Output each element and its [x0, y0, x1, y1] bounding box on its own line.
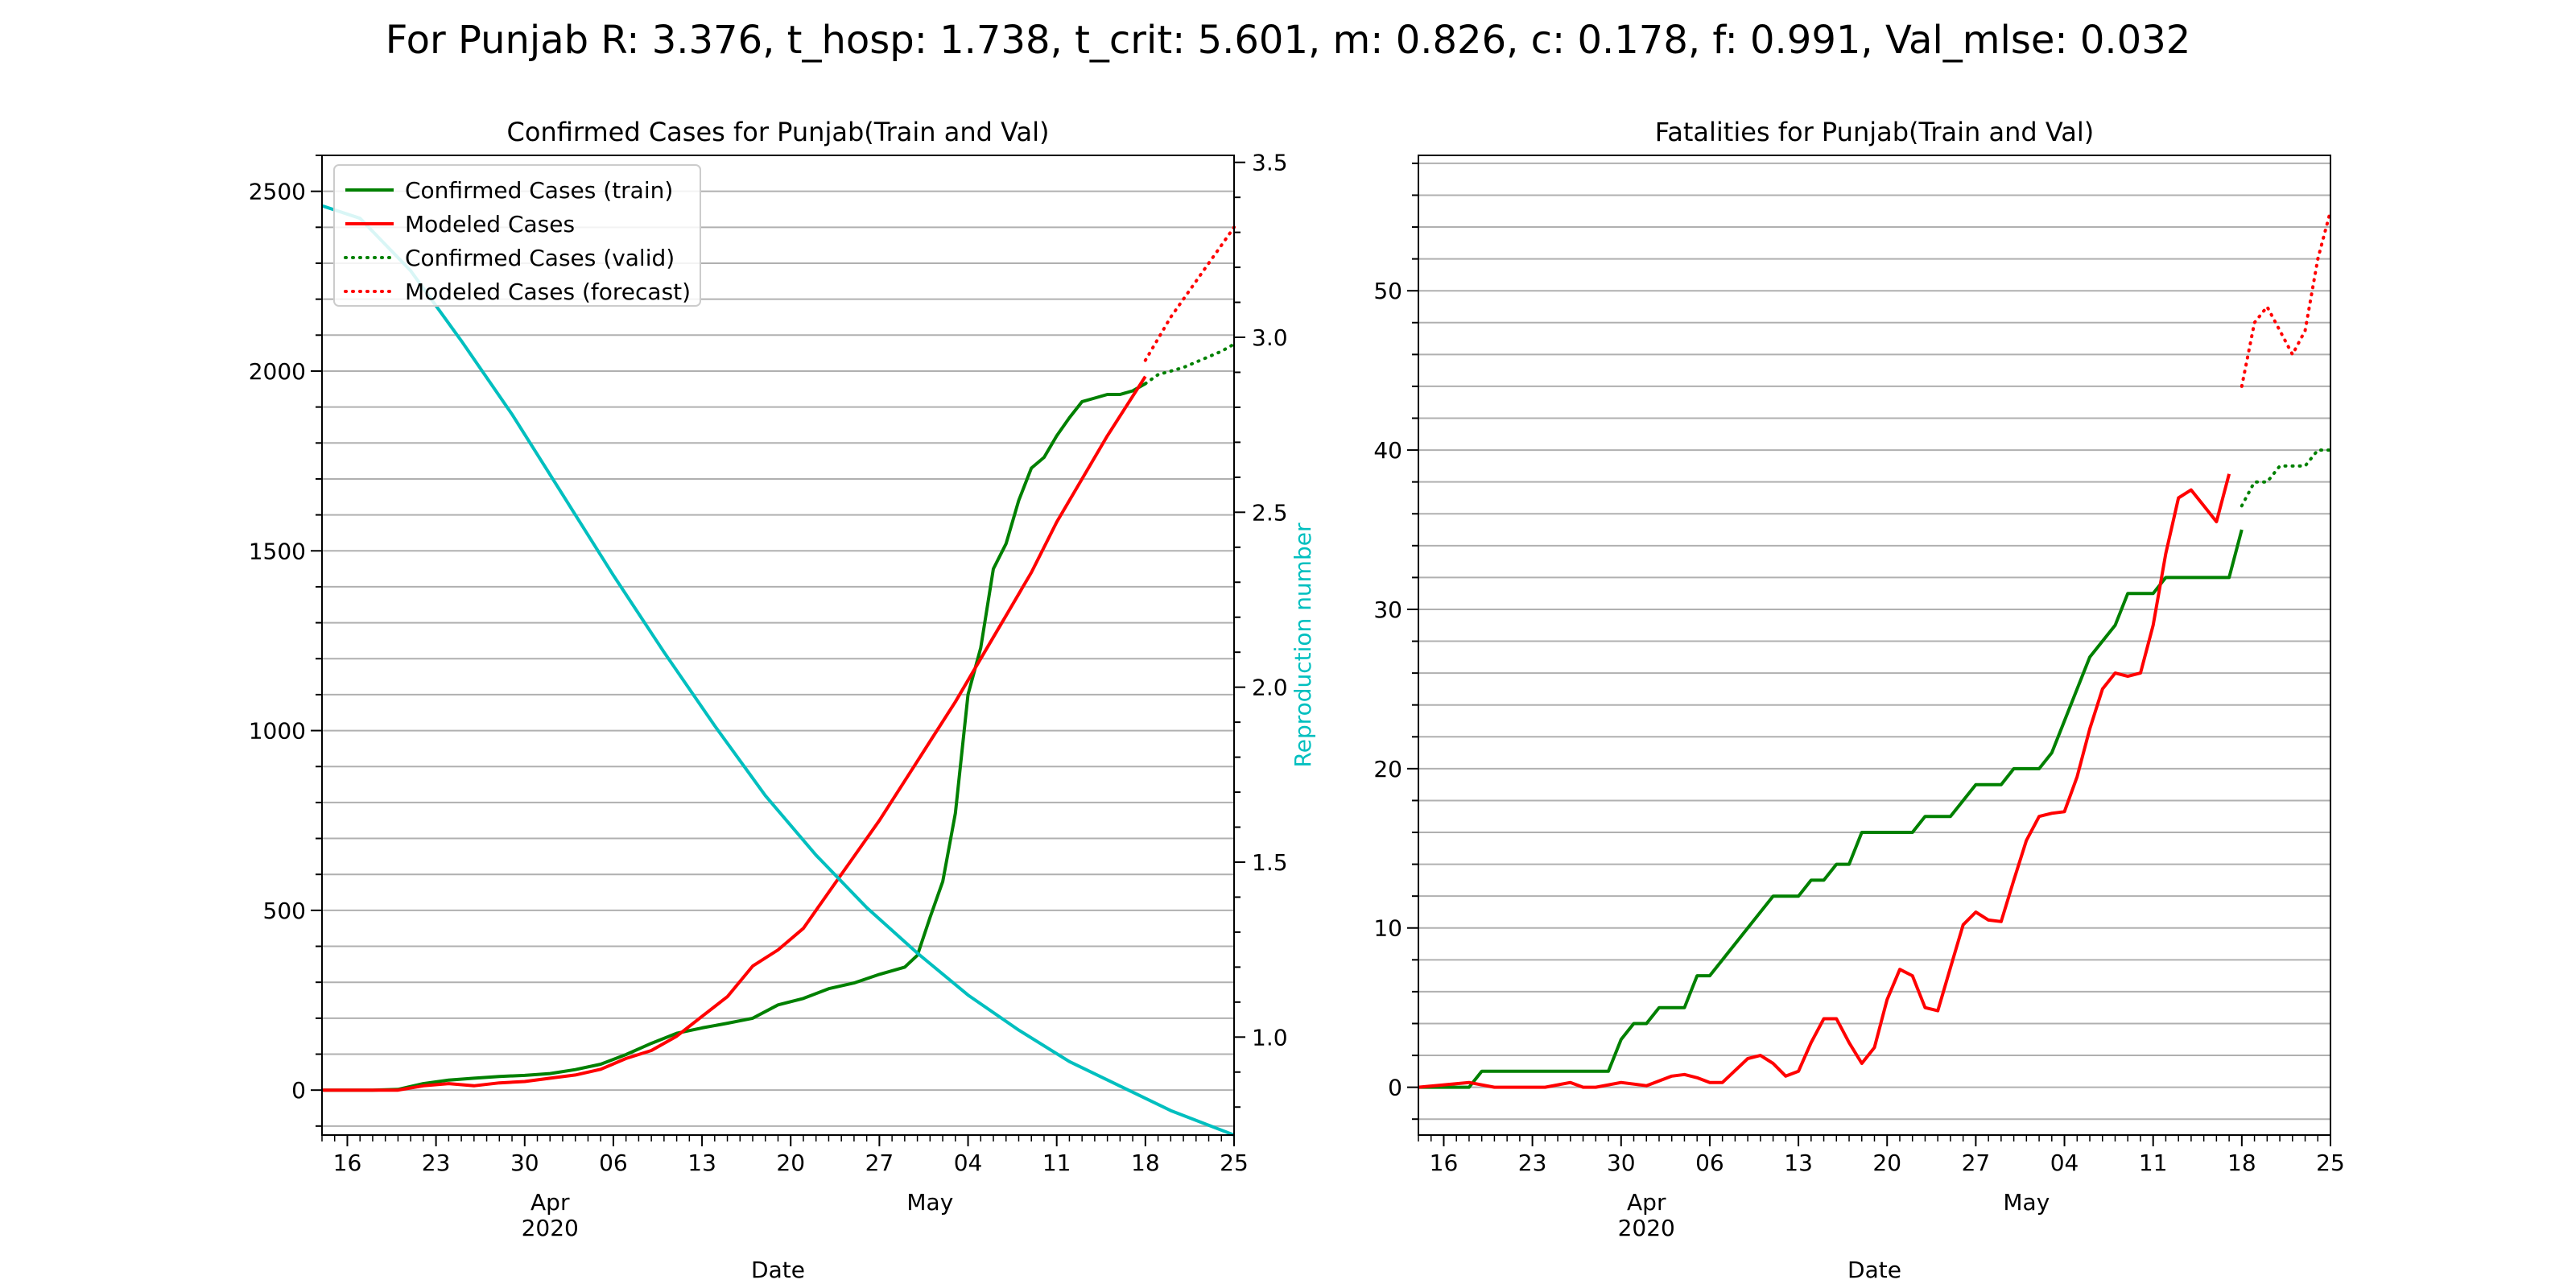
x-tick-label: 20 [1872, 1150, 1901, 1176]
x-tick-label: 06 [599, 1150, 628, 1176]
confirmed-cases-x-axis-label: Date [751, 1257, 805, 1283]
series-line-confirmed-cases-valid [1143, 342, 1236, 386]
y-tick-label: 2000 [249, 358, 306, 385]
x-tick-label: 25 [1220, 1150, 1249, 1176]
y2-tick-label: 2.5 [1252, 499, 1288, 526]
x-tick-label: 27 [865, 1150, 894, 1176]
x-tick-label: 20 [776, 1150, 805, 1176]
legend-label: Confirmed Cases (train) [405, 177, 673, 204]
confirmed-cases-legend: Confirmed Cases (train) Modeled Cases Conf… [333, 164, 701, 307]
y-tick-label: 500 [263, 898, 306, 924]
x-tick-label: 25 [2316, 1150, 2345, 1176]
x-tick-label: 16 [333, 1150, 362, 1176]
x-tick-label: 30 [1607, 1150, 1636, 1176]
series-line-modeled-cases-forecast [2240, 209, 2332, 388]
series-line-reproduction-number [321, 204, 1235, 1137]
y-tick-label: 10 [1373, 915, 1402, 942]
y-tick-label: 1000 [249, 718, 306, 745]
y-tick-label: 20 [1373, 756, 1402, 782]
y-tick-label: 40 [1373, 437, 1402, 464]
fatalities-plot-frame [1418, 155, 2331, 1136]
x-tick-label: 16 [1430, 1150, 1459, 1176]
x-tick-label: 13 [1784, 1150, 1813, 1176]
x-tick-label: 06 [1695, 1150, 1724, 1176]
series-line-confirmed-cases-train [322, 382, 1146, 1092]
fatalities-chart: 0 10 20 30 40 50 16 23 30 06 13 20 27 04 11 18 25 Apr2020… [1373, 117, 2344, 1283]
x-tick-label: 04 [954, 1150, 983, 1176]
x-month-label: Apr [530, 1189, 570, 1216]
confirmed-cases-chart: 0 500 1000 1500 2000 2500 16 23 30 06 13 20 27 04 11 18… [249, 117, 1316, 1283]
x-month-label: May [906, 1189, 953, 1216]
x-tick-label: 11 [2139, 1150, 2168, 1176]
series-line-modeled-cases [322, 375, 1147, 1092]
y2-tick-label: 1.0 [1252, 1024, 1288, 1051]
y2-tick-label: 2.0 [1252, 675, 1288, 701]
fatalities-chart-title: Fatalities for Punjab(Train and Val) [1655, 117, 2094, 147]
x-tick-label: 30 [510, 1150, 539, 1176]
y2-tick-label: 3.5 [1252, 150, 1288, 176]
x-month-label: May [2003, 1189, 2050, 1216]
legend-box [333, 164, 701, 307]
legend-label: Modeled Cases (forecast) [405, 279, 691, 305]
x-tick-label: 11 [1042, 1150, 1071, 1176]
x-tick-label: 04 [2050, 1150, 2079, 1176]
y-tick-label: 0 [291, 1077, 306, 1104]
y-tick-label: 1500 [249, 538, 306, 564]
series-line-confirmed-cases-train [1418, 529, 2244, 1089]
x-tick-label: 13 [687, 1150, 716, 1176]
fatalities-x-axis-label: Date [1847, 1257, 1901, 1283]
reproduction-number-axis-label: Reproduction number [1290, 522, 1316, 767]
x-month-label: Apr [1627, 1189, 1666, 1216]
series-line-modeled-cases [1418, 473, 2231, 1089]
y-tick-label: 0 [1388, 1075, 1402, 1101]
legend-label: Modeled Cases [405, 211, 575, 237]
y2-tick-label: 1.5 [1252, 849, 1288, 876]
x-year-label: 2020 [1618, 1215, 1675, 1241]
legend-label: Confirmed Cases (valid) [405, 245, 675, 271]
y-tick-label: 30 [1373, 597, 1402, 623]
y2-tick-label: 3.0 [1252, 324, 1288, 351]
y-tick-label: 2500 [249, 179, 306, 205]
confirmed-cases-chart-title: Confirmed Cases for Punjab(Train and Val… [507, 117, 1050, 147]
y-tick-label: 50 [1373, 278, 1402, 304]
x-tick-label: 18 [2227, 1150, 2256, 1176]
x-tick-label: 23 [1518, 1150, 1547, 1176]
x-tick-label: 23 [422, 1150, 451, 1176]
x-tick-label: 27 [1962, 1150, 1991, 1176]
x-tick-label: 18 [1131, 1150, 1160, 1176]
series-line-modeled-cases-forecast [1143, 225, 1236, 362]
series-line-confirmed-cases-valid [2240, 448, 2332, 508]
figure-title: For Punjab R: 3.376, t_hosp: 1.738, t_cr… [386, 18, 2191, 63]
x-year-label: 2020 [522, 1215, 579, 1241]
